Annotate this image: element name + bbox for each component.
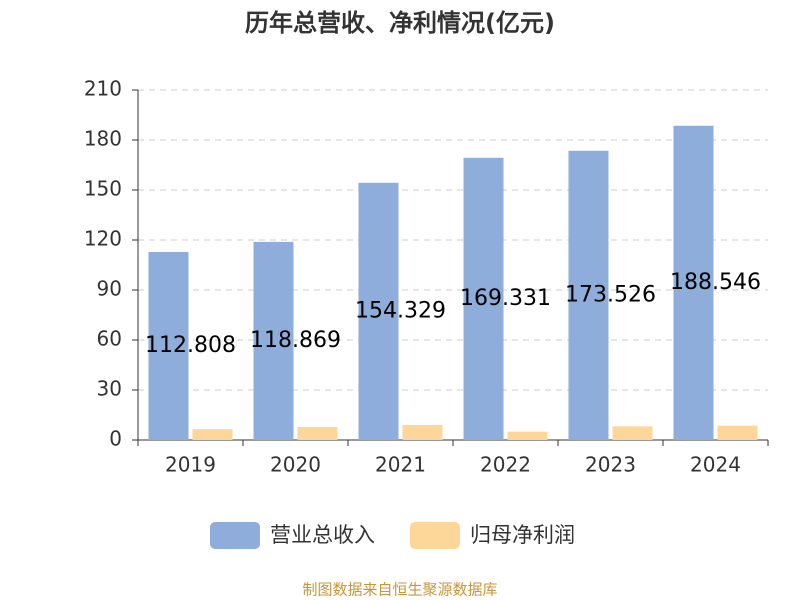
bar xyxy=(717,425,758,440)
x-tick-label: 2023 xyxy=(585,453,636,477)
x-tick-label: 2020 xyxy=(270,453,321,477)
bar xyxy=(402,425,443,440)
bar xyxy=(673,125,714,441)
y-tick-label: 60 xyxy=(97,327,122,351)
y-tick-label: 180 xyxy=(84,127,122,151)
footer: 制图数据来自恒生聚源数据库 xyxy=(302,581,497,599)
y-tick-label: 210 xyxy=(84,77,122,101)
bar xyxy=(253,241,294,440)
y-tick-label: 150 xyxy=(84,177,122,201)
bar xyxy=(297,427,338,440)
data-label: 118.869 xyxy=(250,328,341,353)
x-tick-label: 2021 xyxy=(375,453,426,477)
y-tick-label: 30 xyxy=(97,377,122,401)
bar xyxy=(463,157,504,440)
legend-swatch xyxy=(210,522,260,549)
bar xyxy=(568,150,609,441)
bar xyxy=(148,251,189,440)
y-tick-label: 0 xyxy=(109,427,122,451)
y-tick-label: 90 xyxy=(97,277,122,301)
data-label: 173.526 xyxy=(565,282,656,307)
bar xyxy=(612,426,653,440)
x-tick-label: 2019 xyxy=(165,453,216,477)
bar xyxy=(358,182,399,440)
legend-label: 归母净利润 xyxy=(470,523,575,547)
chart-title: 历年总营收、净利情况(亿元) xyxy=(245,9,555,37)
data-label: 112.808 xyxy=(145,333,236,358)
data-label: 169.331 xyxy=(460,286,551,311)
bar xyxy=(192,429,233,440)
data-label: 154.329 xyxy=(355,298,446,323)
legend-label: 营业总收入 xyxy=(270,523,375,547)
bar xyxy=(507,431,548,440)
y-tick-label: 120 xyxy=(84,227,122,251)
x-tick-label: 2024 xyxy=(690,453,741,477)
legend-swatch xyxy=(410,522,460,549)
data-label: 188.546 xyxy=(670,270,761,295)
x-tick-label: 2022 xyxy=(480,453,531,477)
